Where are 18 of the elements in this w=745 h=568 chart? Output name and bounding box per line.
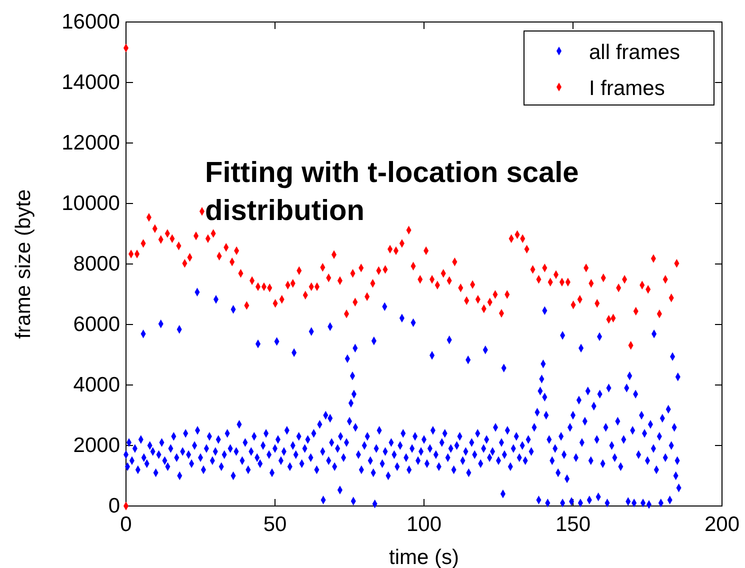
x-tick-label: 50 (263, 512, 287, 536)
annotation: Fitting with t-location scale distribution (205, 157, 579, 227)
y-tick-label: 16000 (62, 10, 120, 34)
y-tick-label: 14000 (62, 71, 120, 94)
x-axis-title: time (s) (389, 546, 459, 568)
x-tick-label: 200 (704, 512, 740, 536)
y-axis-title: frame size (byte (12, 189, 35, 339)
y-tick-label: 10000 (62, 192, 120, 216)
legend-label: I frames (589, 77, 665, 100)
y-tick-label: 6000 (73, 313, 120, 336)
y-tick-label: 4000 (73, 374, 120, 397)
legend-label: all frames (589, 41, 680, 64)
y-tick-label: 8000 (73, 252, 120, 276)
x-tick-label: 150 (555, 512, 591, 536)
y-tick-label: 12000 (62, 132, 120, 155)
y-tick-label: 0 (108, 494, 120, 518)
x-tick-label: 100 (406, 512, 442, 536)
y-tick-label: 2000 (73, 434, 120, 458)
